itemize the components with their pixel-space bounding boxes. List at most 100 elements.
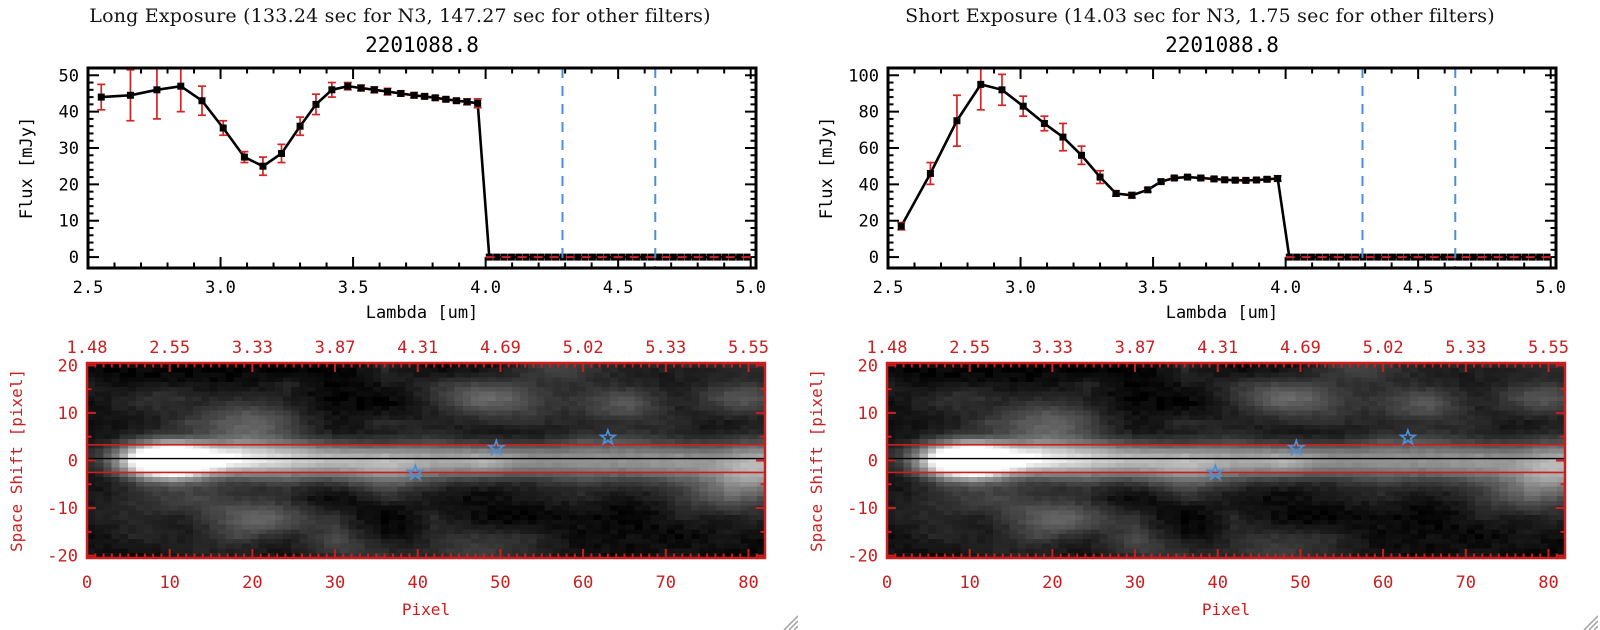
svg-text:10: 10 <box>159 573 179 593</box>
svg-text:40: 40 <box>407 573 427 593</box>
svg-text:80: 80 <box>859 103 879 123</box>
svg-text:20: 20 <box>58 356 78 376</box>
spectrum-frame <box>886 66 1558 270</box>
svg-text:0: 0 <box>869 248 879 268</box>
panel-header-long: Long Exposure (133.24 sec for N3, 147.27… <box>89 5 711 27</box>
svg-text:60: 60 <box>1373 573 1393 593</box>
flux-points <box>97 82 751 261</box>
svg-text:3.87: 3.87 <box>1115 338 1156 358</box>
panel-header-short: Short Exposure (14.03 sec for N3, 1.75 s… <box>905 5 1495 27</box>
spectrum-title-short: 2201088.8 <box>1165 33 1279 57</box>
error-bars <box>897 68 1282 231</box>
svg-text:2.5: 2.5 <box>873 278 904 298</box>
svg-text:Space Shift [pixel]: Space Shift [pixel] <box>807 369 826 552</box>
svg-text:-20: -20 <box>847 547 878 567</box>
svg-text:4.5: 4.5 <box>603 278 634 298</box>
svg-text:4.0: 4.0 <box>1270 278 1301 298</box>
contaminant-star-icon <box>1286 437 1306 457</box>
svg-text:-10: -10 <box>47 499 78 519</box>
svg-text:70: 70 <box>656 573 676 593</box>
svg-text:10: 10 <box>58 404 78 424</box>
svg-text:70: 70 <box>1456 573 1476 593</box>
svg-text:50: 50 <box>1290 573 1310 593</box>
svg-text:5.02: 5.02 <box>1363 338 1404 358</box>
svg-text:0: 0 <box>69 248 79 268</box>
svg-text:3.87: 3.87 <box>315 338 356 358</box>
svg-text:30: 30 <box>59 139 79 159</box>
panel-long-exposure: Long Exposure (133.24 sec for N3, 147.27… <box>7 5 798 630</box>
svg-text:50: 50 <box>490 573 510 593</box>
svg-text:10: 10 <box>59 212 79 232</box>
svg-text:80: 80 <box>1538 573 1558 593</box>
svg-text:4.69: 4.69 <box>480 338 521 358</box>
spectral-2d-image <box>887 363 1565 558</box>
image-axes: 1.48 2.55 3.33 3.87 4.31 4.69 5.02 5.33 5.55 0 10 2… <box>7 338 769 619</box>
svg-text:4.0: 4.0 <box>470 278 501 298</box>
svg-text:5.55: 5.55 <box>1528 338 1569 358</box>
svg-text:5.55: 5.55 <box>728 338 769 358</box>
image-frame <box>85 361 767 560</box>
svg-text:4.5: 4.5 <box>1403 278 1434 298</box>
svg-text:5.02: 5.02 <box>563 338 604 358</box>
svg-text:Pixel: Pixel <box>1202 600 1250 619</box>
svg-text:3.33: 3.33 <box>1032 338 1073 358</box>
svg-text:4.31: 4.31 <box>397 338 438 358</box>
contaminant-star-icon <box>405 462 425 481</box>
svg-text:0: 0 <box>82 573 92 593</box>
svg-text:3.5: 3.5 <box>338 278 369 298</box>
svg-text:40: 40 <box>59 103 79 123</box>
svg-text:2.55: 2.55 <box>149 338 190 358</box>
svg-text:0: 0 <box>68 452 78 472</box>
resize-grip[interactable] <box>1580 612 1598 630</box>
svg-text:2.55: 2.55 <box>949 338 990 358</box>
contaminant-star-icon <box>598 427 618 446</box>
svg-text:Space Shift [pixel]: Space Shift [pixel] <box>7 369 26 552</box>
svg-text:Flux [mJy]: Flux [mJy] <box>17 117 37 219</box>
svg-text:1.48: 1.48 <box>867 338 908 358</box>
svg-text:3.5: 3.5 <box>1138 278 1169 298</box>
spectrum-frame <box>86 66 758 270</box>
plot-overlay-long: 2.5 3.0 3.5 4.0 4.5 5.0 0 10 20 30 40 50 Lambda [um]… <box>7 66 769 619</box>
svg-text:20: 20 <box>858 356 878 376</box>
svg-text:3.0: 3.0 <box>1005 278 1036 298</box>
svg-text:80: 80 <box>738 573 758 593</box>
panel-short-exposure: Short Exposure (14.03 sec for N3, 1.75 s… <box>800 0 1600 630</box>
svg-text:40: 40 <box>859 175 879 195</box>
spectrum-plot: 2.5 3.0 3.5 4.0 4.5 5.0 0 20 40 60 80 100 Lambda [um… <box>817 66 1566 323</box>
flux-line <box>900 82 1547 259</box>
svg-text:10: 10 <box>959 573 979 593</box>
contaminant-star-icon <box>1205 462 1225 481</box>
svg-text:60: 60 <box>573 573 593 593</box>
svg-text:-20: -20 <box>47 547 78 567</box>
svg-text:Flux [mJy]: Flux [mJy] <box>817 117 837 219</box>
spectrum-title-long: 2201088.8 <box>365 33 479 57</box>
svg-text:5.0: 5.0 <box>1535 278 1566 298</box>
svg-text:4.69: 4.69 <box>1280 338 1321 358</box>
resize-grip[interactable] <box>780 612 798 630</box>
svg-text:2.5: 2.5 <box>73 278 104 298</box>
svg-text:50: 50 <box>59 66 79 86</box>
flux-points <box>897 80 1551 261</box>
spectral-2d-image <box>87 363 765 558</box>
svg-text:0: 0 <box>868 452 878 472</box>
svg-text:5.33: 5.33 <box>645 338 686 358</box>
svg-text:40: 40 <box>1207 573 1227 593</box>
svg-text:20: 20 <box>242 573 262 593</box>
svg-text:1.48: 1.48 <box>67 338 108 358</box>
svg-text:5.0: 5.0 <box>735 278 766 298</box>
svg-text:Lambda [um]: Lambda [um] <box>366 303 479 323</box>
svg-text:0: 0 <box>882 573 892 593</box>
contaminant-star-icon <box>1398 427 1418 446</box>
svg-text:30: 30 <box>325 573 345 593</box>
svg-text:20: 20 <box>859 212 879 232</box>
svg-text:3.0: 3.0 <box>205 278 236 298</box>
svg-text:Lambda [um]: Lambda [um] <box>1166 303 1279 323</box>
contaminant-star-icon <box>486 437 506 457</box>
svg-text:20: 20 <box>59 175 79 195</box>
svg-text:100: 100 <box>848 66 879 86</box>
svg-text:20: 20 <box>1042 573 1062 593</box>
svg-text:3.33: 3.33 <box>232 338 273 358</box>
image-axes: 1.48 2.55 3.33 3.87 4.31 4.69 5.02 5.33 5.55 0 10 2… <box>807 338 1569 619</box>
